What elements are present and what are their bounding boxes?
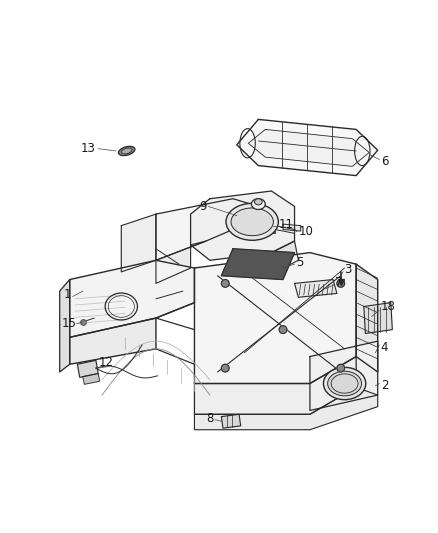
Circle shape — [337, 364, 345, 372]
Polygon shape — [221, 414, 240, 428]
Polygon shape — [70, 318, 156, 364]
Ellipse shape — [328, 371, 361, 396]
Polygon shape — [194, 253, 356, 384]
Polygon shape — [156, 199, 276, 260]
Text: 15: 15 — [62, 317, 77, 330]
Text: 9: 9 — [199, 200, 207, 213]
Text: 2: 2 — [381, 379, 388, 392]
Polygon shape — [283, 224, 301, 231]
Text: 18: 18 — [381, 300, 396, 313]
Text: 5: 5 — [296, 256, 304, 269]
Polygon shape — [60, 280, 70, 372]
Polygon shape — [310, 341, 378, 410]
Ellipse shape — [121, 148, 132, 154]
Circle shape — [337, 280, 345, 287]
Polygon shape — [194, 357, 356, 414]
Polygon shape — [194, 387, 378, 430]
Text: 10: 10 — [298, 225, 313, 238]
Polygon shape — [294, 280, 337, 297]
Ellipse shape — [118, 147, 135, 156]
Polygon shape — [248, 130, 369, 166]
Text: 4: 4 — [381, 341, 388, 354]
Ellipse shape — [254, 199, 262, 205]
Polygon shape — [221, 249, 294, 280]
Ellipse shape — [323, 367, 366, 400]
Polygon shape — [237, 119, 378, 175]
Ellipse shape — [231, 208, 273, 236]
Text: 11: 11 — [279, 217, 294, 231]
Polygon shape — [272, 241, 298, 272]
Polygon shape — [356, 264, 378, 372]
Polygon shape — [83, 374, 100, 384]
Text: 8: 8 — [206, 411, 214, 425]
Circle shape — [279, 326, 287, 334]
Circle shape — [221, 280, 229, 287]
Polygon shape — [364, 303, 392, 334]
Ellipse shape — [251, 199, 265, 209]
Text: 1: 1 — [64, 288, 71, 302]
Circle shape — [221, 364, 229, 372]
Polygon shape — [191, 191, 294, 260]
Polygon shape — [121, 214, 156, 272]
Polygon shape — [156, 241, 206, 284]
Polygon shape — [78, 360, 98, 377]
Text: 13: 13 — [81, 142, 96, 155]
Text: 3: 3 — [345, 263, 352, 276]
Polygon shape — [70, 260, 194, 337]
Text: 12: 12 — [98, 356, 113, 369]
Text: 7: 7 — [336, 276, 343, 289]
Text: 6: 6 — [381, 155, 388, 168]
Ellipse shape — [226, 203, 279, 240]
